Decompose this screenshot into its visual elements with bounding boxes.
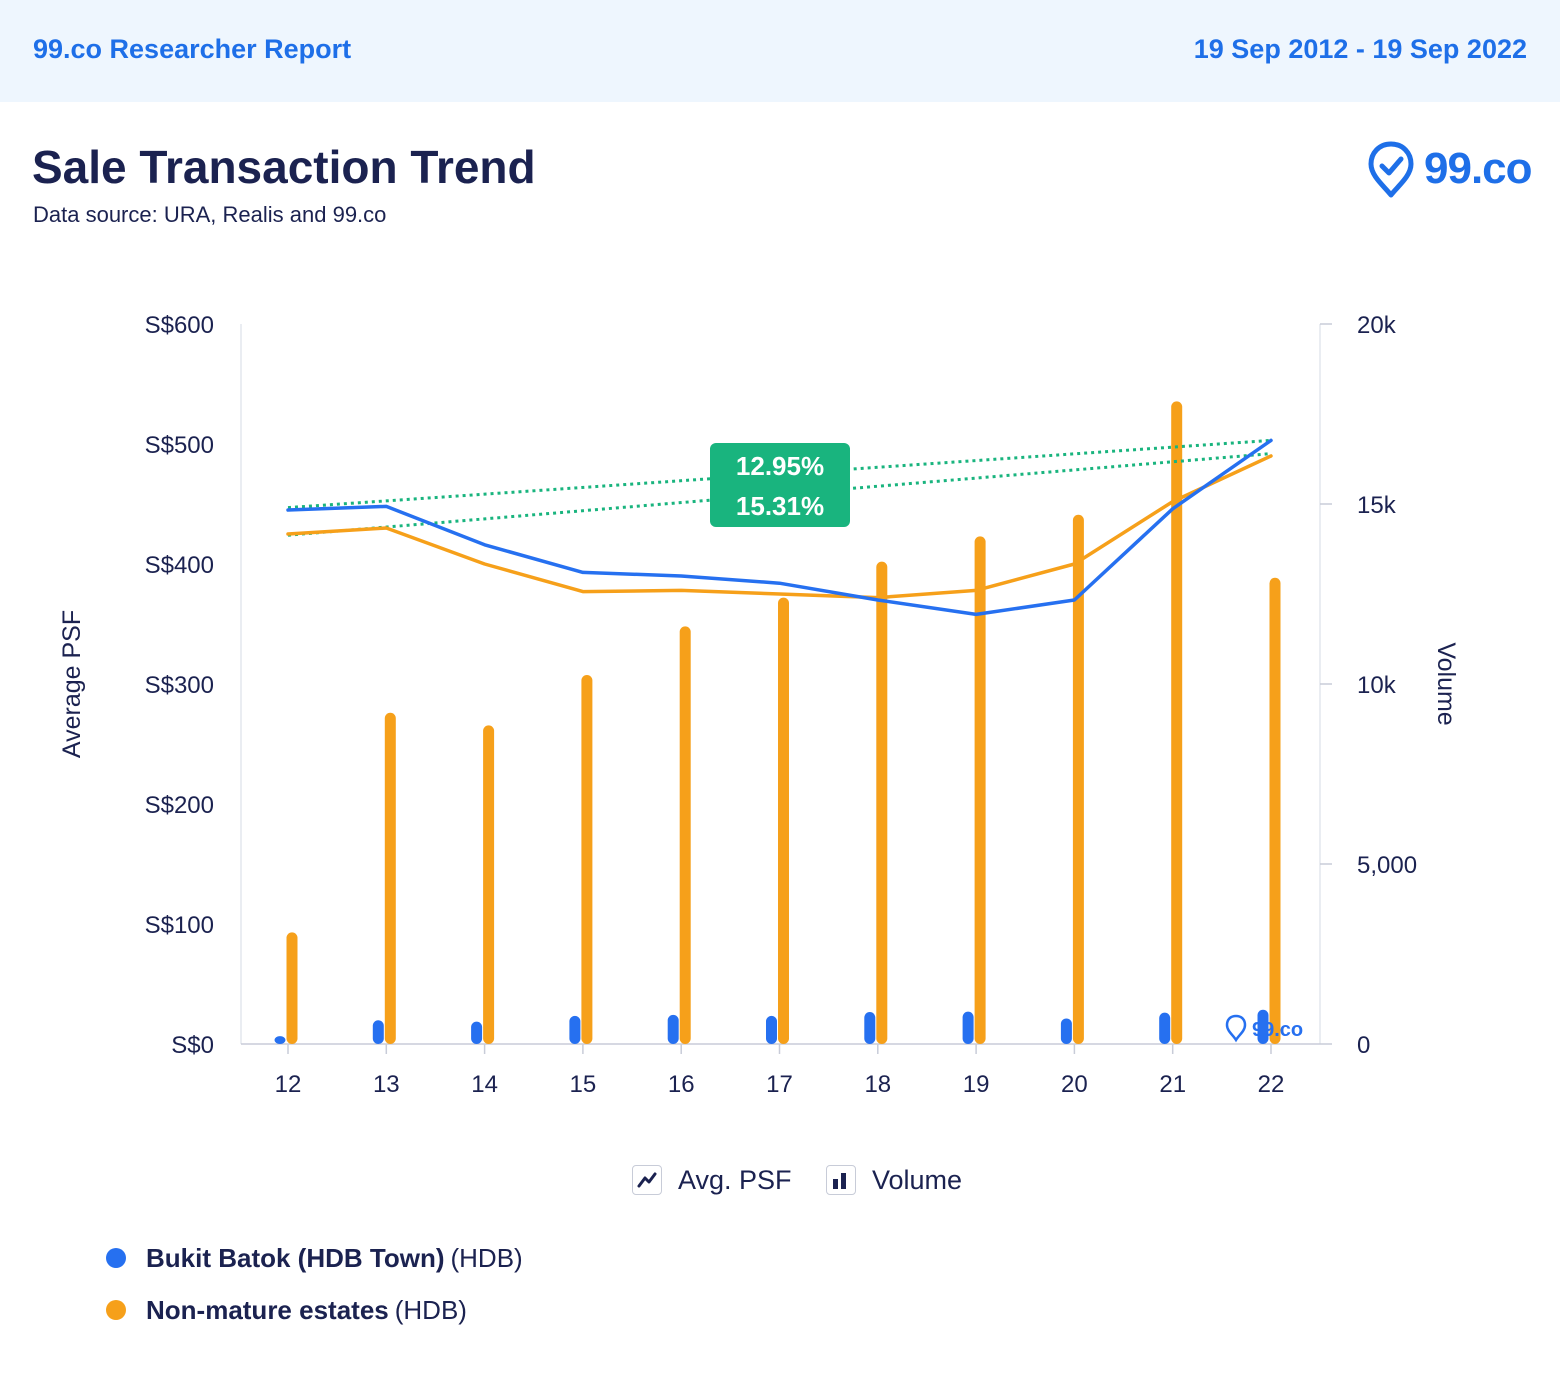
volume-bar: [274, 1036, 286, 1044]
x-tick-label: 17: [766, 1071, 793, 1098]
volume-bar: [778, 597, 789, 1044]
y-tick-label: S$600: [145, 312, 214, 339]
trend-label: 12.95%: [736, 451, 824, 481]
toggle-avg-psf-label: Avg. PSF: [678, 1164, 792, 1195]
volume-bar: [1171, 401, 1183, 1044]
y-axis-title: Average PSF: [58, 610, 86, 758]
date-range: 19 Sep 2012 - 19 Sep 2022: [1193, 34, 1527, 64]
volume-bars: [274, 401, 1281, 1044]
legend-name: Bukit Batok (HDB Town): [146, 1242, 445, 1273]
y2-tick-label: 15k: [1357, 492, 1397, 519]
toggle-avg-psf[interactable]: Avg. PSF: [632, 1160, 792, 1200]
psf-lines: [286, 438, 1273, 617]
volume-bar: [581, 675, 593, 1044]
y2-axis-title: Volume: [1432, 642, 1460, 725]
report-title: 99.co Researcher Report: [33, 34, 352, 64]
volume-bar: [1159, 1012, 1171, 1044]
x-tick-label: 16: [668, 1071, 695, 1098]
y-tick-label: S$100: [145, 912, 214, 939]
line-chart-icon: [632, 1165, 662, 1195]
y2-tick-label: 5,000: [1357, 852, 1417, 879]
watermark-text: 99.co: [1252, 1019, 1303, 1041]
volume-bar: [483, 725, 495, 1044]
data-source: Data source: URA, Realis and 99.co: [33, 202, 387, 227]
x-tick-label: 18: [864, 1071, 891, 1098]
volume-bar: [286, 932, 298, 1044]
legend-suffix: (HDB): [450, 1242, 523, 1273]
x-tick-label: 20: [1061, 1071, 1088, 1098]
chart-watermark: 99.co: [1225, 1014, 1303, 1043]
psf-series-line: [286, 438, 1273, 617]
volume-bar: [864, 1011, 876, 1044]
trend-label-box: [710, 443, 850, 527]
legend-name: Non-mature estates: [146, 1294, 389, 1325]
y-tick-label: S$300: [145, 672, 214, 699]
toggle-volume[interactable]: Volume: [826, 1160, 962, 1200]
toggle-volume-label: Volume: [872, 1164, 963, 1195]
volume-bar: [876, 561, 888, 1044]
volume-bar: [667, 1014, 679, 1044]
legend-item-non-mature-estates[interactable]: Non-mature estates (HDB): [106, 1292, 467, 1328]
legend-suffix: (HDB): [394, 1294, 467, 1325]
y-tick-label: S$500: [145, 432, 214, 459]
y-tick-label: S$200: [145, 792, 214, 819]
y-tick-label: S$400: [145, 552, 214, 579]
volume-bar: [974, 536, 986, 1044]
trend-line: [287, 452, 1272, 537]
psf-series-line: [286, 454, 1273, 600]
x-tick-label: 12: [275, 1071, 302, 1098]
x-tick-label: 21: [1159, 1071, 1186, 1098]
volume-bar: [1269, 577, 1281, 1044]
volume-bar: [679, 626, 691, 1044]
chart-axes: S$0 S$100 S$200 S$300 S$400 S$500 S$600 0 5,000 1…: [58, 312, 1460, 1098]
volume-bar: [962, 1011, 974, 1044]
x-tick-label: 15: [570, 1071, 597, 1098]
volume-bar: [372, 1020, 384, 1044]
volume-bar: [384, 712, 396, 1044]
volume-bar: [766, 1015, 777, 1044]
chart-title: Sale Transaction Trend: [32, 141, 536, 193]
y-tick-label: S$0: [171, 1032, 214, 1059]
brand-logo: 99.co: [1366, 140, 1536, 200]
logo-text: 99.co: [1424, 144, 1533, 193]
y2-tick-label: 10k: [1357, 672, 1397, 699]
x-tick-label: 13: [373, 1071, 400, 1098]
location-pin-icon: [1368, 141, 1414, 198]
report-header: 99.co Researcher Report 19 Sep 2012 - 19…: [0, 0, 1560, 102]
volume-bar: [569, 1015, 581, 1044]
volume-bar: [1257, 1009, 1269, 1044]
trend-label: 15.31%: [736, 491, 824, 521]
volume-bar: [1072, 514, 1084, 1044]
legend-dot: [106, 1248, 126, 1268]
y2-tick-label: 20k: [1357, 312, 1397, 339]
bar-chart-icon: [826, 1165, 856, 1195]
legend-item-bukit-batok[interactable]: Bukit Batok (HDB Town) (HDB): [106, 1240, 523, 1276]
x-tick-label: 22: [1258, 1071, 1285, 1098]
volume-bar: [1060, 1018, 1072, 1044]
volume-bar: [471, 1021, 483, 1044]
legend-dot: [106, 1300, 126, 1320]
x-tick-label: 19: [963, 1071, 990, 1098]
y2-tick-label: 0: [1357, 1032, 1370, 1059]
trend-labels: 12.95% 15.31%: [710, 443, 850, 527]
x-tick-label: 14: [471, 1071, 498, 1098]
watermark-pin-icon: [1225, 1014, 1247, 1043]
